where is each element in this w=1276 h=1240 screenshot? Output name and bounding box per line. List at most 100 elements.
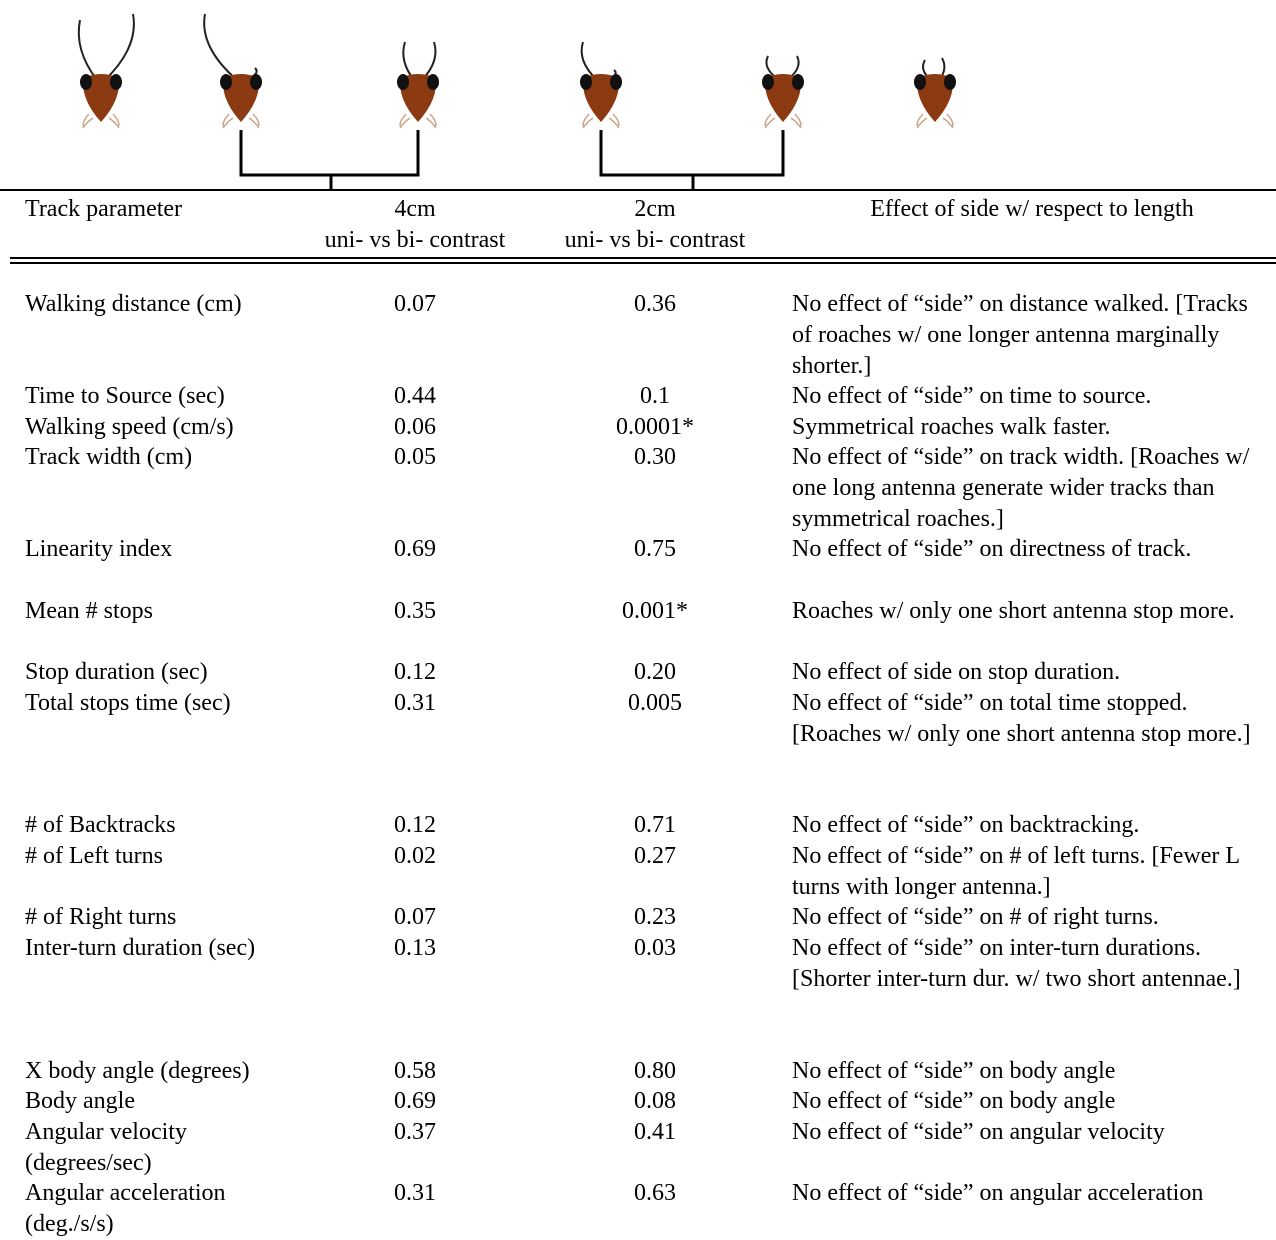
roach-part xyxy=(80,74,92,90)
brackets xyxy=(239,130,785,190)
table-cell: No effect of “side” on backtracking. xyxy=(792,812,1140,838)
roach-part xyxy=(762,74,774,90)
roach-part xyxy=(610,74,622,90)
table-cell: 0.12 xyxy=(394,812,436,838)
roach-part xyxy=(790,113,802,129)
header-cell: uni- vs bi- contrast xyxy=(564,227,746,253)
table-cell: No effect of “side” on track width. [Roa… xyxy=(792,444,1250,532)
table-cell: Inter-turn duration (sec) xyxy=(25,935,256,961)
roach-part xyxy=(427,74,439,90)
roach-part xyxy=(944,74,956,90)
roach-part xyxy=(399,74,437,122)
table-cell: 0.80 xyxy=(634,1058,676,1084)
table-cell: Track width (cm) xyxy=(25,444,193,470)
table-cell: Time to Source (sec) xyxy=(25,383,225,409)
table-cell: 0.75 xyxy=(634,536,676,562)
table-cell: 0.001* xyxy=(622,598,688,624)
roach-part xyxy=(580,74,592,90)
table-cell: Symmetrical roaches walk faster. xyxy=(792,414,1111,440)
roach-part xyxy=(916,113,928,129)
table-cell: 0.41 xyxy=(634,1119,676,1145)
table-cell: 0.0001* xyxy=(616,414,694,440)
table-cell: 0.35 xyxy=(394,598,436,624)
roach-part xyxy=(248,113,260,129)
table-cell: # of Left turns xyxy=(25,843,163,869)
table-cell: 0.30 xyxy=(634,444,676,470)
table-cell: 0.31 xyxy=(394,1180,436,1206)
table-cell: No effect of “side” on distance walked. … xyxy=(792,291,1248,379)
roach-part xyxy=(608,113,620,129)
table-cell: 0.1 xyxy=(640,383,670,409)
header-cell: Effect of side w/ respect to length xyxy=(870,196,1194,222)
table-cell: 0.20 xyxy=(634,659,676,685)
header-cell: 2cm xyxy=(634,196,676,222)
table-cell: # of Backtracks xyxy=(25,812,176,838)
table-cell: No effect of “side” on angular velocity xyxy=(792,1119,1165,1145)
roach-part xyxy=(582,74,620,122)
table-cell: No effect of side on stop duration. xyxy=(792,659,1121,685)
table-cell: 0.12 xyxy=(394,659,436,685)
roach-part xyxy=(942,113,954,129)
roach-part xyxy=(77,19,98,81)
table-cell: 0.36 xyxy=(634,291,676,317)
table-cell: No effect of “side” on total time stoppe… xyxy=(792,690,1251,747)
table-cell: 0.07 xyxy=(394,904,436,930)
roach-part xyxy=(764,113,776,129)
roach-part xyxy=(110,74,122,90)
table-cell: 0.71 xyxy=(634,812,676,838)
table-cell: 0.27 xyxy=(634,843,676,869)
table-cell: Total stops time (sec) xyxy=(25,690,231,716)
table-cell: 0.69 xyxy=(394,536,436,562)
table-cell: Stop duration (sec) xyxy=(25,659,208,685)
table-cell: No effect of “side” on directness of tra… xyxy=(792,536,1192,562)
table-cell: 0.44 xyxy=(394,383,436,409)
table-cell: Body angle xyxy=(25,1088,135,1114)
table-cell: No effect of “side” on inter-turn durati… xyxy=(792,935,1241,992)
header-cell: uni- vs bi- contrast xyxy=(324,227,506,253)
table-cell: 0.13 xyxy=(394,935,436,961)
table-cell: No effect of “side” on # of right turns. xyxy=(792,904,1159,930)
roach-part xyxy=(764,74,802,122)
roach-part xyxy=(104,13,135,81)
roach-part xyxy=(250,74,262,90)
table-cell: 0.05 xyxy=(394,444,436,470)
table-cell: Roaches w/ only one short antenna stop m… xyxy=(792,598,1235,624)
table-cell: 0.69 xyxy=(394,1088,436,1114)
roach-part xyxy=(82,113,94,129)
table-cell: 0.07 xyxy=(394,291,436,317)
table-cell: X body angle (degrees) xyxy=(25,1058,250,1084)
roach-part xyxy=(222,113,234,129)
roach-part xyxy=(399,113,411,129)
table-cell: Walking speed (cm/s) xyxy=(25,414,234,440)
table-cell: No effect of “side” on body angle xyxy=(792,1058,1116,1084)
table-cell: 0.02 xyxy=(394,843,436,869)
table-cell: 0.06 xyxy=(394,414,436,440)
table-cell: 0.08 xyxy=(634,1088,676,1114)
roach-part xyxy=(108,113,120,129)
table-cell: # of Right turns xyxy=(25,904,177,930)
table-cell: 0.58 xyxy=(394,1058,436,1084)
roach-part xyxy=(402,41,415,81)
table-cell: Angular velocity (degrees/sec) xyxy=(25,1119,187,1176)
table-cell: Mean # stops xyxy=(25,598,153,624)
table-cell: 0.37 xyxy=(394,1119,436,1145)
roach-part xyxy=(82,74,120,122)
table-cell: 0.63 xyxy=(634,1180,676,1206)
roach-part xyxy=(222,74,260,122)
roach-part xyxy=(582,113,594,129)
roach-part xyxy=(580,41,598,81)
table-cell: No effect of “side” on # of left turns. … xyxy=(792,843,1240,900)
table-cell: No effect of “side” on angular accelerat… xyxy=(792,1180,1204,1206)
header-cell: 4cm xyxy=(394,196,436,222)
roach-part xyxy=(220,74,232,90)
table-cell: No effect of “side” on time to source. xyxy=(792,383,1152,409)
roach-part xyxy=(792,74,804,90)
table-cell: 0.005 xyxy=(628,690,682,716)
roach-part xyxy=(397,74,409,90)
header-cell: Track parameter xyxy=(25,196,183,222)
roach-part xyxy=(425,113,437,129)
table-cell: No effect of “side” on body angle xyxy=(792,1088,1116,1114)
table-cell: Linearity index xyxy=(25,536,173,562)
